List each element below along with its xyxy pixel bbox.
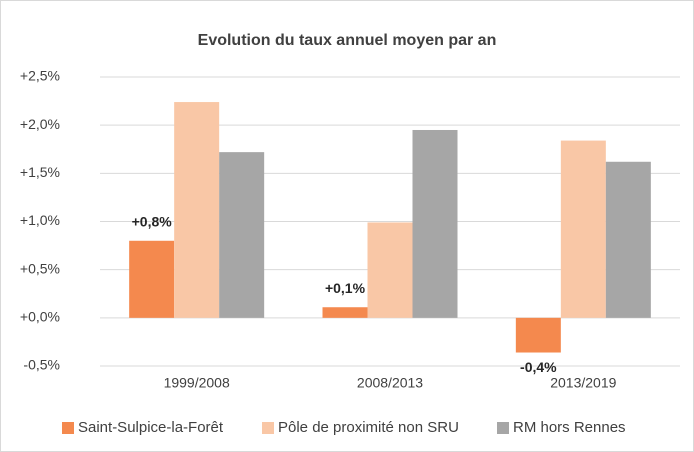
bar — [322, 307, 368, 318]
bar — [515, 317, 561, 353]
legend-swatch — [62, 422, 74, 434]
x-tick-label: 2013/2019 — [550, 375, 616, 391]
bar — [560, 140, 606, 318]
bar — [219, 152, 265, 318]
data-label: +0,1% — [325, 280, 366, 296]
y-tick-label: +0,5% — [20, 260, 60, 276]
y-tick-label: +2,5% — [20, 68, 60, 84]
chart-title: Evolution du taux annuel moyen par an — [198, 32, 497, 49]
legend-swatch — [262, 422, 274, 434]
data-label: +0,8% — [132, 213, 173, 229]
legend-swatch — [497, 422, 509, 434]
bar — [412, 129, 458, 318]
bar — [605, 161, 651, 318]
y-tick-label: -0,5% — [23, 357, 60, 373]
bar — [174, 102, 220, 318]
y-tick-label: +1,0% — [20, 212, 60, 228]
y-tick-label: +1,5% — [20, 164, 60, 180]
bar — [129, 240, 175, 318]
legend-label: RM hors Rennes — [513, 419, 626, 436]
legend-label: Pôle de proximité non SRU — [278, 419, 459, 436]
bar — [367, 222, 413, 318]
y-tick-label: +2,0% — [20, 116, 60, 132]
legend-label: Saint-Sulpice-la-Forêt — [78, 419, 224, 436]
x-tick-label: 1999/2008 — [164, 375, 230, 391]
data-label: -0,4% — [520, 359, 557, 375]
x-tick-label: 2008/2013 — [357, 375, 423, 391]
y-tick-label: +0,0% — [20, 309, 60, 325]
